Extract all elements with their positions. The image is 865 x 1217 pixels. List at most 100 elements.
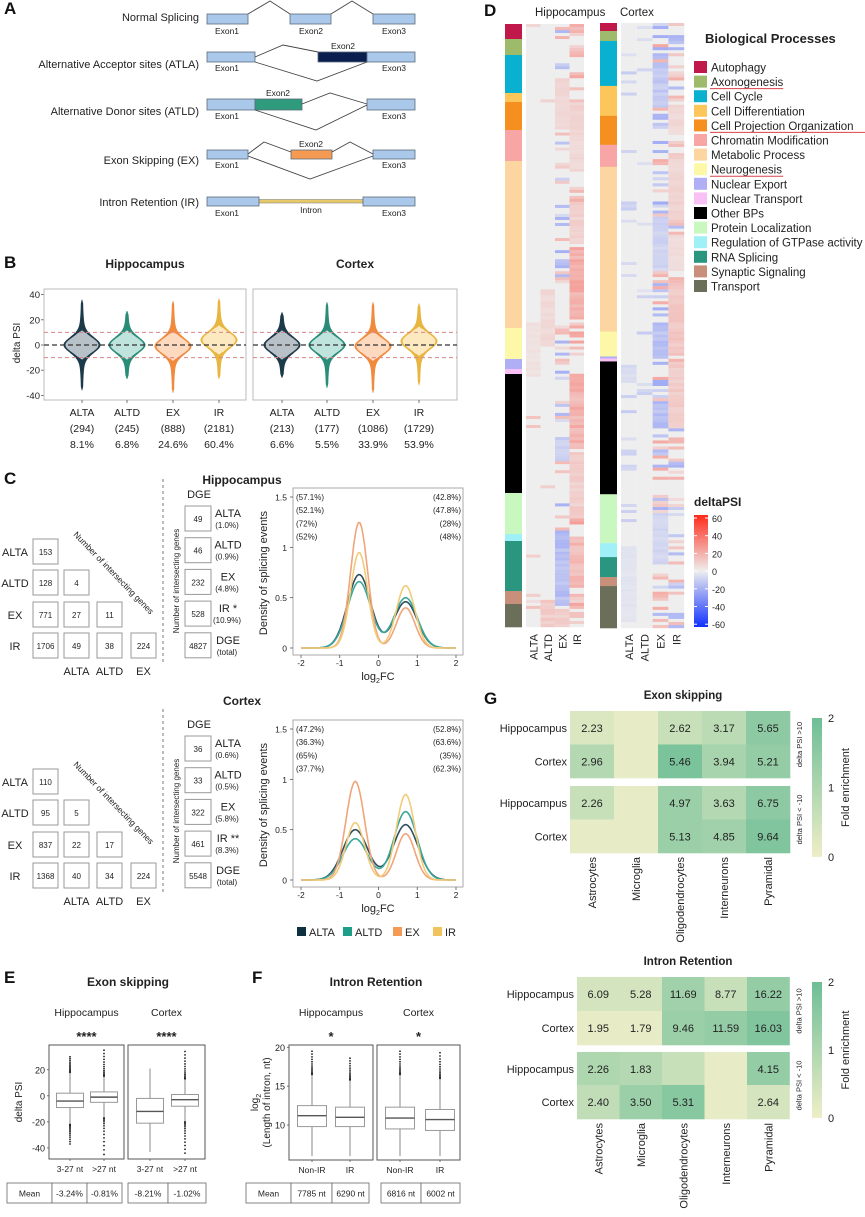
psi-cell xyxy=(652,612,669,617)
psi-cell xyxy=(555,596,570,601)
outlier-point xyxy=(69,1143,71,1145)
psi-cell xyxy=(526,171,541,175)
heatmap-title: Hippocampus xyxy=(535,7,606,19)
psi-cell xyxy=(569,548,584,552)
psi-cell xyxy=(526,452,541,456)
psi-cell xyxy=(636,171,653,175)
psi-cell xyxy=(526,298,541,302)
significance-stars: * xyxy=(328,1029,334,1044)
dge-percentage: (5.8%) xyxy=(215,814,239,823)
psi-cell xyxy=(636,134,653,139)
psi-cell xyxy=(526,458,541,462)
psi-cell xyxy=(540,159,555,163)
legend-item: Cell Differentiation xyxy=(694,104,805,118)
psi-cell xyxy=(652,570,669,574)
splice-junction-line xyxy=(247,141,292,155)
psi-cell xyxy=(555,431,570,435)
psi-cell xyxy=(652,322,669,326)
right-percentage: (62.3%) xyxy=(433,765,461,774)
y-tick-label: -40 xyxy=(26,391,40,402)
psi-cell xyxy=(668,26,685,30)
psi-cell xyxy=(540,331,555,335)
exon3 xyxy=(366,98,416,111)
psi-cell xyxy=(668,543,685,547)
psi-cell xyxy=(555,201,570,206)
psi-cell xyxy=(569,482,584,486)
exon2 xyxy=(289,13,332,25)
psi-cell xyxy=(621,228,637,232)
dge-event-type: IR * xyxy=(219,603,238,615)
psi-cell xyxy=(526,593,541,598)
psi-cell xyxy=(668,252,685,257)
psi-cell xyxy=(652,361,669,366)
psi-cell xyxy=(652,588,669,592)
psi-cell xyxy=(621,461,637,465)
psi-cell xyxy=(621,286,637,290)
psi-cell xyxy=(652,41,669,45)
psi-cell xyxy=(636,612,653,617)
legend-item-ir: IR xyxy=(433,927,456,939)
psi-cell xyxy=(621,482,637,487)
column-label: ALTA xyxy=(64,896,91,908)
psi-cell xyxy=(668,398,685,402)
cell-value: 8.77 xyxy=(715,989,736,1001)
significance-stars: * xyxy=(416,1029,422,1044)
psi-cell xyxy=(668,413,685,417)
psi-cell xyxy=(555,75,570,79)
outlier-point xyxy=(184,1050,186,1053)
psi-cell xyxy=(569,186,584,191)
psi-cell xyxy=(636,86,653,90)
psi-cell xyxy=(621,516,637,520)
psi-cell xyxy=(569,102,584,106)
psi-cell xyxy=(652,47,669,51)
psi-cell xyxy=(555,235,570,239)
psi-cell xyxy=(569,259,584,263)
psi-cell xyxy=(526,165,541,169)
psi-cell xyxy=(555,238,570,242)
psi-cell xyxy=(526,449,541,453)
intersection-count: 128 xyxy=(39,579,53,588)
exon3 xyxy=(372,13,416,25)
psi-cell xyxy=(526,536,541,540)
psi-cell xyxy=(540,226,555,230)
psi-cell xyxy=(569,440,584,444)
psi-cell xyxy=(652,38,669,42)
intersection-count: 153 xyxy=(39,548,53,557)
psi-cell xyxy=(668,443,685,447)
psi-cell xyxy=(569,557,584,561)
psi-cell xyxy=(652,452,669,456)
psi-cell xyxy=(526,186,541,191)
psi-cell xyxy=(621,134,637,139)
mean-table-cell xyxy=(420,1182,461,1204)
psi-cell xyxy=(636,591,653,595)
event-percentage: 8.1% xyxy=(70,439,94,451)
psi-cell xyxy=(569,325,584,329)
column-label: ALTD xyxy=(96,666,123,678)
psi-cell xyxy=(526,90,541,94)
psi-cell xyxy=(569,515,584,519)
psi-cell xyxy=(652,624,669,629)
category-band xyxy=(505,374,522,494)
psi-cell xyxy=(555,358,570,362)
psi-cell xyxy=(621,379,637,384)
dge-count: 33 xyxy=(194,777,203,786)
psi-cell xyxy=(621,564,637,568)
row-label: ALTA xyxy=(2,777,29,789)
psi-cell xyxy=(555,406,570,411)
psi-cell xyxy=(555,563,570,567)
psi-cell xyxy=(540,313,555,317)
psi-cell xyxy=(540,195,555,200)
psi-cell xyxy=(652,274,669,278)
psi-cell xyxy=(540,87,555,91)
psi-cell xyxy=(668,271,685,275)
psi-cell xyxy=(621,373,637,378)
psi-cell xyxy=(652,373,669,378)
event-percentage: 53.9% xyxy=(404,439,434,451)
psi-cell xyxy=(555,620,570,625)
outlier-point xyxy=(349,1075,351,1078)
outlier-point xyxy=(439,1060,441,1063)
psi-cell xyxy=(540,174,555,178)
psi-cell xyxy=(526,331,541,335)
psi-cell xyxy=(526,108,541,112)
